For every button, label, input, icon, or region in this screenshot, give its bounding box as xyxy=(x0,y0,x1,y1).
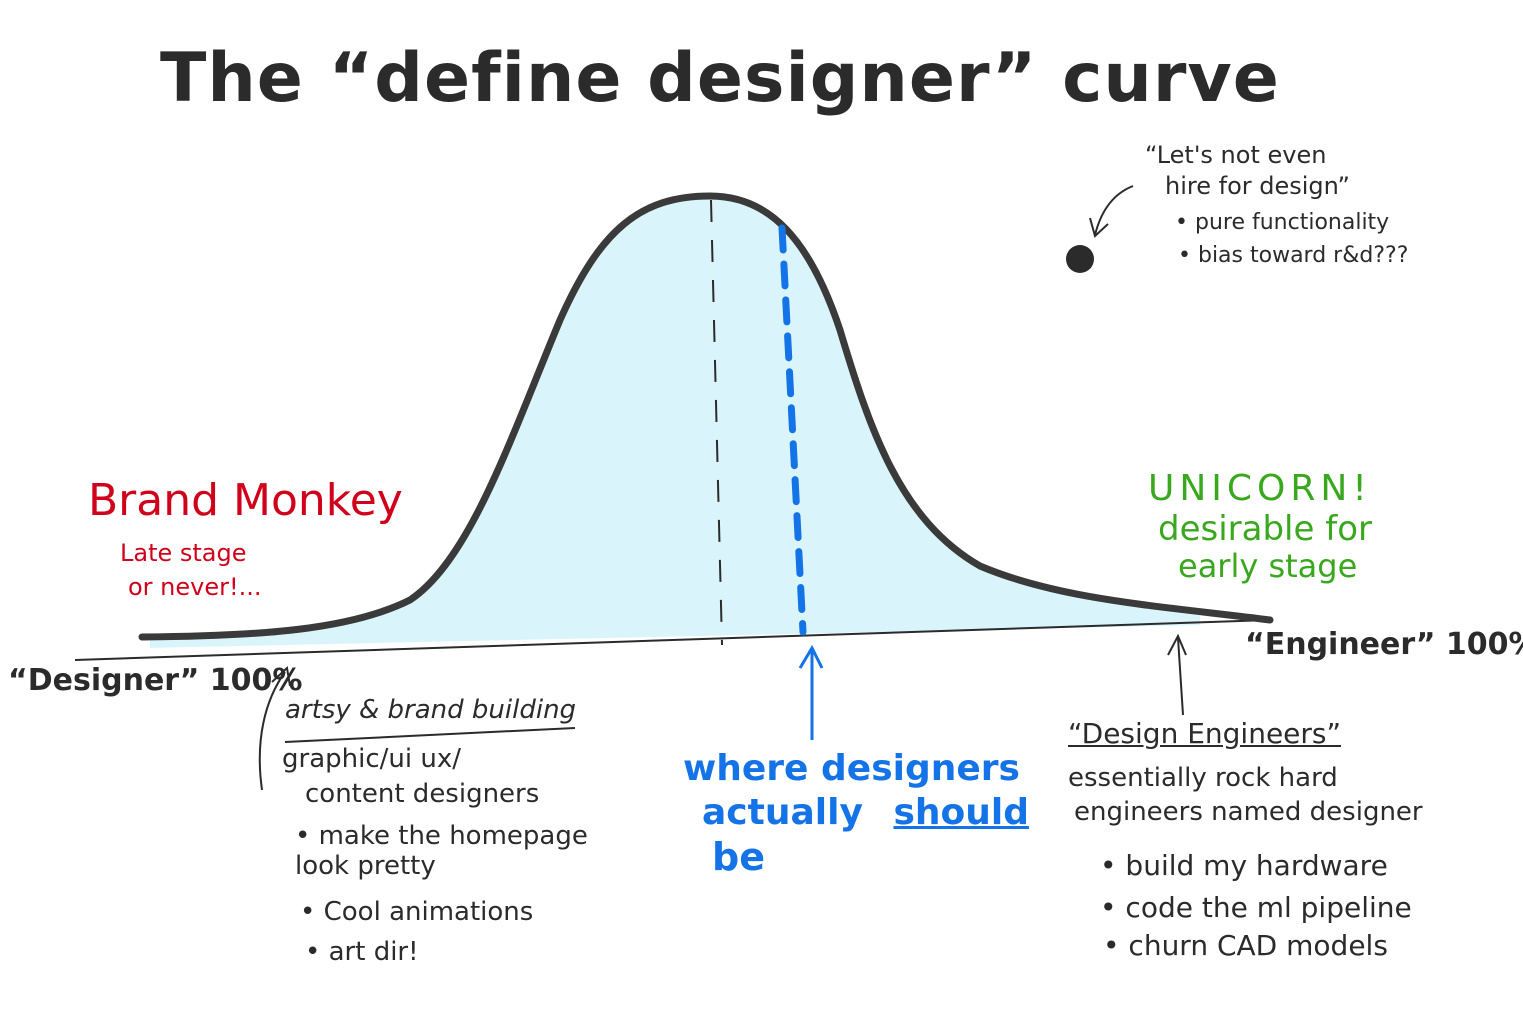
middle-should: should xyxy=(893,792,1029,833)
brand-monkey-line1: Late stage xyxy=(120,539,247,567)
left-group-bullet: • make the homepage look pretty xyxy=(295,821,588,881)
bullet-text: bias toward r&d??? xyxy=(1197,243,1409,268)
bell-curve xyxy=(138,192,1274,641)
bullet-text: art dir! xyxy=(328,937,419,967)
right-group-line1: essentially rock hard xyxy=(1068,763,1338,793)
middle-line3: be xyxy=(712,835,765,879)
right-group-line2: engineers named designer xyxy=(1074,797,1423,827)
bullet-text: pure functionality xyxy=(1194,210,1390,235)
unicorn-title: UNICORN! xyxy=(1148,468,1372,509)
x-axis-line xyxy=(74,619,1271,661)
top-note-quote-1: “Let's not even xyxy=(1145,141,1327,169)
left-group-line1: graphic/ui ux/ xyxy=(282,744,461,774)
brand-monkey-line2: or never!... xyxy=(128,573,262,601)
designer-100-label: “Designer” 100% xyxy=(8,663,303,698)
right-group-bullet: • code the ml pipeline xyxy=(1100,891,1412,924)
down-arrow-icon xyxy=(1089,185,1134,238)
top-note-bullet: • pure functionality xyxy=(1175,210,1390,235)
bullet-text: make the homepage look pretty xyxy=(295,821,588,881)
engineer-100-label: “Engineer” 100% xyxy=(1245,627,1523,662)
bullet-text: build my hardware xyxy=(1125,849,1388,882)
middle-line1: where designers xyxy=(683,748,1020,789)
left-group-bullet: • Cool animations xyxy=(300,897,534,927)
left-group-line2: content designers xyxy=(305,779,540,809)
right-group-bullet: • churn CAD models xyxy=(1103,929,1388,962)
middle-line2: actually should xyxy=(702,792,1029,833)
no-design-dot xyxy=(1066,245,1094,273)
up-arrow-icon xyxy=(798,644,824,740)
right-group-heading: “Design Engineers” xyxy=(1068,717,1342,750)
bullet-text: Cool animations xyxy=(323,897,534,927)
unicorn-line1: desirable for xyxy=(1158,509,1372,549)
top-note-bullet: • bias toward r&d??? xyxy=(1178,243,1409,268)
page-title: The “define designer” curve xyxy=(160,39,1280,118)
bullet-text: churn CAD models xyxy=(1128,929,1388,962)
curve-fill xyxy=(150,196,1200,648)
right-group-bullet: • build my hardware xyxy=(1100,849,1388,882)
ideal-dashed-line xyxy=(778,224,807,636)
unicorn-line2: early stage xyxy=(1178,547,1358,585)
left-arrow-icon xyxy=(258,665,291,791)
mean-dashed-line xyxy=(710,199,723,646)
brand-monkey-title: Brand Monkey xyxy=(88,475,403,526)
bullet-text: code the ml pipeline xyxy=(1125,891,1412,924)
left-group-heading: artsy & brand building xyxy=(285,695,577,725)
left-group-bullet: • art dir! xyxy=(305,937,419,967)
top-note-quote-2: hire for design” xyxy=(1165,172,1350,200)
middle-actually: actually xyxy=(702,792,863,833)
right-arrow-icon xyxy=(1167,633,1187,716)
brand-underline xyxy=(284,727,576,743)
